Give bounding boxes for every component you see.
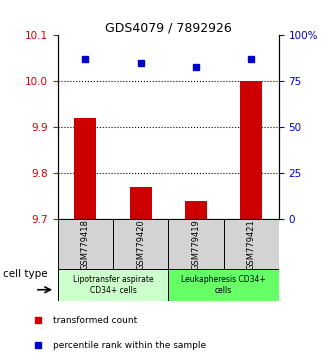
Text: Lipotransfer aspirate
CD34+ cells: Lipotransfer aspirate CD34+ cells [73, 275, 153, 295]
Bar [223, 219, 279, 269]
Text: GSM779418: GSM779418 [81, 219, 90, 270]
Bar [113, 219, 168, 269]
Bar [168, 269, 279, 301]
Text: GSM779421: GSM779421 [247, 219, 256, 270]
Text: Leukapheresis CD34+
cells: Leukapheresis CD34+ cells [181, 275, 266, 295]
Bar [168, 219, 224, 269]
Text: GSM779419: GSM779419 [191, 219, 200, 270]
Bar [240, 81, 262, 219]
Bar [58, 269, 168, 301]
Bar [74, 118, 96, 219]
Bar [58, 219, 113, 269]
Text: percentile rank within the sample: percentile rank within the sample [53, 341, 206, 350]
Text: transformed count: transformed count [53, 316, 137, 325]
Title: GDS4079 / 7892926: GDS4079 / 7892926 [105, 21, 232, 34]
Text: GSM779420: GSM779420 [136, 219, 145, 270]
Bar [185, 201, 207, 219]
Bar [130, 187, 152, 219]
Text: cell type: cell type [3, 269, 48, 279]
